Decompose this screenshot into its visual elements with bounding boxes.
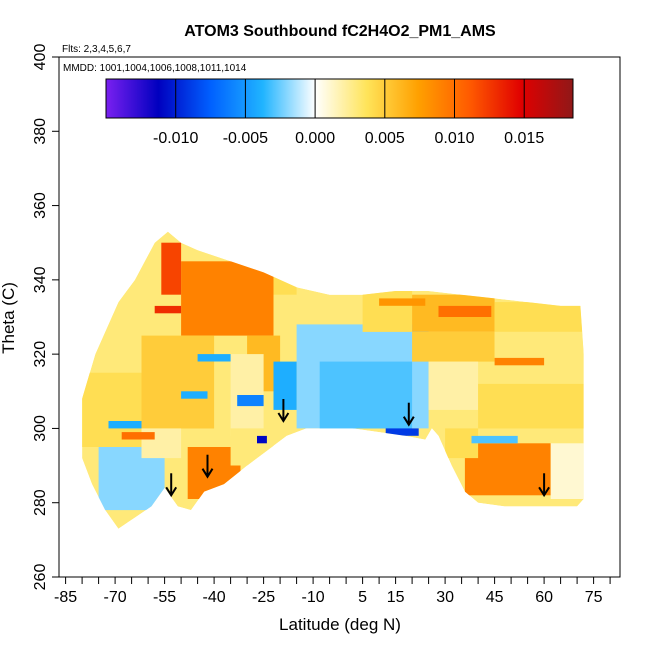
flight-arrow xyxy=(165,473,178,498)
heatmap-patch xyxy=(273,272,297,295)
x-tick-label: -25 xyxy=(252,589,275,606)
x-tick-label: 45 xyxy=(486,589,504,606)
heatmap-streak xyxy=(257,435,267,444)
heatmap-patch xyxy=(230,428,274,466)
dates-subtitle: MMDD: 1001,1004,1006,1008,1011,1014 xyxy=(63,63,247,74)
colorbar-tick-label: 0.005 xyxy=(365,130,405,147)
colorbar-tick-label: 0.010 xyxy=(434,130,474,147)
heatmap-streak xyxy=(154,305,182,314)
colorbar-gradient xyxy=(105,78,574,119)
heatmap-streak xyxy=(197,354,231,362)
y-tick-label: 320 xyxy=(32,341,49,368)
heatmap-patch xyxy=(412,331,495,362)
flight-arrow xyxy=(277,399,290,423)
heatmap-patch xyxy=(550,443,584,499)
heatmap-patch xyxy=(141,335,215,429)
heatmap-patch xyxy=(438,305,492,317)
y-tick-label: 380 xyxy=(32,118,49,145)
x-tick-label: -85 xyxy=(54,589,77,606)
heatmap-streak xyxy=(121,432,155,440)
x-tick-label: 75 xyxy=(585,589,603,606)
colorbar-tick-label: -0.010 xyxy=(153,130,198,147)
y-tick-label: 360 xyxy=(32,192,49,219)
y-tick-label: 280 xyxy=(32,489,49,516)
flight-arrow xyxy=(538,473,550,498)
heatmap-streak xyxy=(108,421,142,429)
heatmap-patch xyxy=(181,261,274,336)
heatmap-patch xyxy=(428,361,479,410)
x-tick-label: -70 xyxy=(104,589,127,606)
heatmap-patch xyxy=(161,242,182,295)
heatmap-streak xyxy=(379,298,426,306)
heatmap-streak xyxy=(494,357,545,366)
flight-arrow xyxy=(402,402,415,427)
heatmap-streak xyxy=(385,428,419,436)
heatmap-patch xyxy=(273,361,297,410)
plot-frame xyxy=(58,56,621,578)
colorbar-tick-label: 0.015 xyxy=(504,130,544,147)
x-axis: -85 -70 -55 -40 -25 -10 5 15 30 45 60 75 xyxy=(54,577,611,606)
y-axis: 260 280 300 320 340 360 380 400 xyxy=(32,44,59,591)
heatmap-patch xyxy=(478,383,584,429)
colorbar-tick-label: -0.005 xyxy=(223,130,268,147)
arrows-layer xyxy=(165,399,550,498)
y-tick-label: 340 xyxy=(32,266,49,293)
x-tick-label: -40 xyxy=(203,589,226,606)
heatmap-streak xyxy=(237,395,264,407)
x-tick-label: 15 xyxy=(387,589,405,606)
x-tick-label: 30 xyxy=(436,589,454,606)
heatmap-streak xyxy=(471,435,518,444)
x-axis-label: Latitude (deg N) xyxy=(279,615,401,634)
y-tick-label: 400 xyxy=(32,44,49,71)
y-axis-label: Theta (C) xyxy=(0,282,18,354)
x-tick-label: 60 xyxy=(535,589,553,606)
flights-subtitle: Flts: 2,3,4,5,6,7 xyxy=(62,44,131,55)
heatmap-streak xyxy=(181,391,208,399)
colorbar-tick-label: 0.000 xyxy=(295,130,335,147)
flight-arrow xyxy=(201,454,214,479)
chart-title: ATOM3 Southbound fC2H4O2_PM1_AMS xyxy=(184,23,496,40)
heatmap-coverage xyxy=(82,231,584,529)
x-tick-label: -10 xyxy=(302,589,325,606)
heatmap-patch xyxy=(230,354,264,436)
heatmap-patch xyxy=(494,302,584,332)
colorbar: -0.010 -0.005 0.000 0.005 0.010 0.015 xyxy=(105,78,574,147)
y-tick-label: 260 xyxy=(32,564,49,591)
x-tick-label: 5 xyxy=(358,589,367,606)
y-tick-label: 300 xyxy=(32,415,49,442)
heatmap-field xyxy=(82,231,584,529)
x-tick-label: -55 xyxy=(153,589,176,606)
heatmap-patch xyxy=(362,291,413,332)
heatmap-patch xyxy=(464,443,551,496)
heatmap-patch xyxy=(319,361,413,429)
